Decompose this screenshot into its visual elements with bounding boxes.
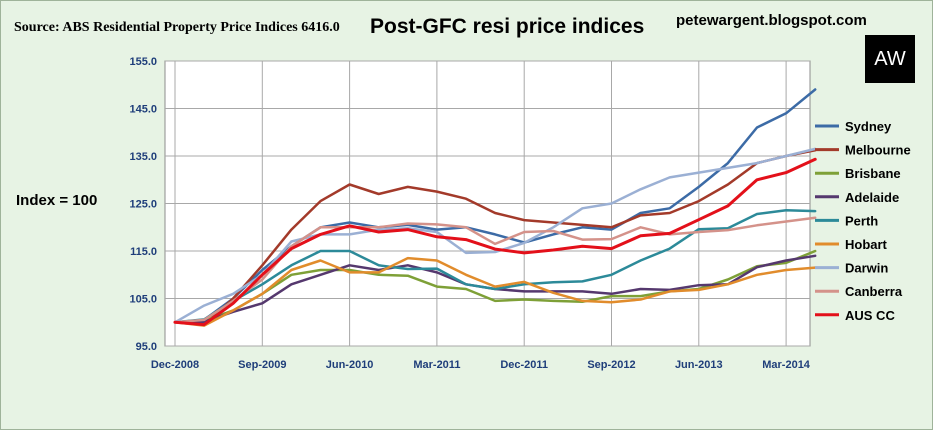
aw-logo: AW bbox=[865, 35, 915, 83]
x-tick-label: Dec-2008 bbox=[151, 359, 199, 371]
x-tick-label: Jun-2010 bbox=[326, 359, 374, 371]
chart-title: Post-GFC resi price indices bbox=[370, 15, 645, 38]
index-note: Index = 100 bbox=[16, 192, 98, 209]
series-line-hobart bbox=[173, 256, 817, 327]
blog-url: petewargent.blogspot.com bbox=[676, 12, 867, 29]
legend-label-sydney: Sydney bbox=[845, 119, 892, 134]
legend-label-adelaide: Adelaide bbox=[845, 190, 899, 205]
y-tick-label: 125.0 bbox=[129, 199, 157, 211]
series-line-perth bbox=[173, 208, 817, 324]
source-note: Source: ABS Residential Property Price I… bbox=[14, 20, 340, 35]
y-tick-label: 145.0 bbox=[129, 104, 157, 116]
legend-label-melbourne: Melbourne bbox=[845, 143, 911, 158]
x-tick-label: Sep-2012 bbox=[587, 359, 635, 371]
y-tick-label: 105.0 bbox=[129, 294, 157, 306]
y-tick-label: 155.0 bbox=[129, 56, 157, 68]
legend-label-canberra: Canberra bbox=[845, 284, 903, 299]
y-tick-label: 115.0 bbox=[130, 246, 157, 258]
legend-label-darwin: Darwin bbox=[845, 261, 888, 276]
x-tick-label: Mar-2014 bbox=[762, 359, 811, 371]
legend-label-brisbane: Brisbane bbox=[845, 166, 901, 181]
legend-label-hobart: Hobart bbox=[845, 237, 888, 252]
x-tick-label: Dec-2011 bbox=[500, 359, 548, 371]
legend-label-perth: Perth bbox=[845, 213, 878, 228]
legend-label-aus-cc: AUS CC bbox=[845, 308, 895, 323]
y-tick-label: 95.0 bbox=[136, 341, 157, 353]
y-tick-label: 135.0 bbox=[129, 151, 157, 163]
series-line-aus-cc bbox=[173, 157, 817, 327]
series-line-melbourne bbox=[173, 149, 817, 326]
series-line-darwin bbox=[173, 147, 817, 324]
x-tick-label: Sep-2009 bbox=[238, 359, 286, 371]
x-tick-label: Mar-2011 bbox=[413, 359, 460, 371]
x-tick-label: Jun-2013 bbox=[675, 359, 723, 371]
